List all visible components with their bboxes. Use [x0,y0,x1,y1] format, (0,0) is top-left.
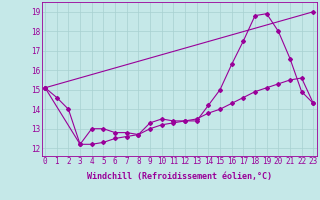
X-axis label: Windchill (Refroidissement éolien,°C): Windchill (Refroidissement éolien,°C) [87,172,272,181]
